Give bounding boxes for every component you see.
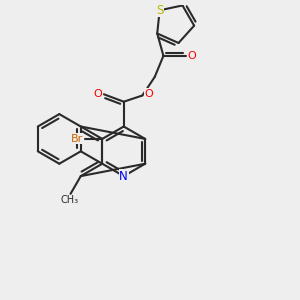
Text: Br: Br bbox=[70, 134, 83, 144]
Text: O: O bbox=[93, 89, 102, 99]
Text: CH₃: CH₃ bbox=[60, 195, 78, 205]
Text: N: N bbox=[119, 169, 128, 183]
Text: S: S bbox=[156, 4, 163, 17]
Text: O: O bbox=[144, 89, 153, 99]
Text: O: O bbox=[188, 51, 197, 61]
